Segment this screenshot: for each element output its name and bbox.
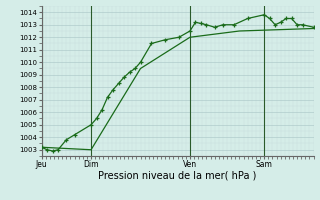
X-axis label: Pression niveau de la mer( hPa ): Pression niveau de la mer( hPa ) bbox=[99, 171, 257, 181]
